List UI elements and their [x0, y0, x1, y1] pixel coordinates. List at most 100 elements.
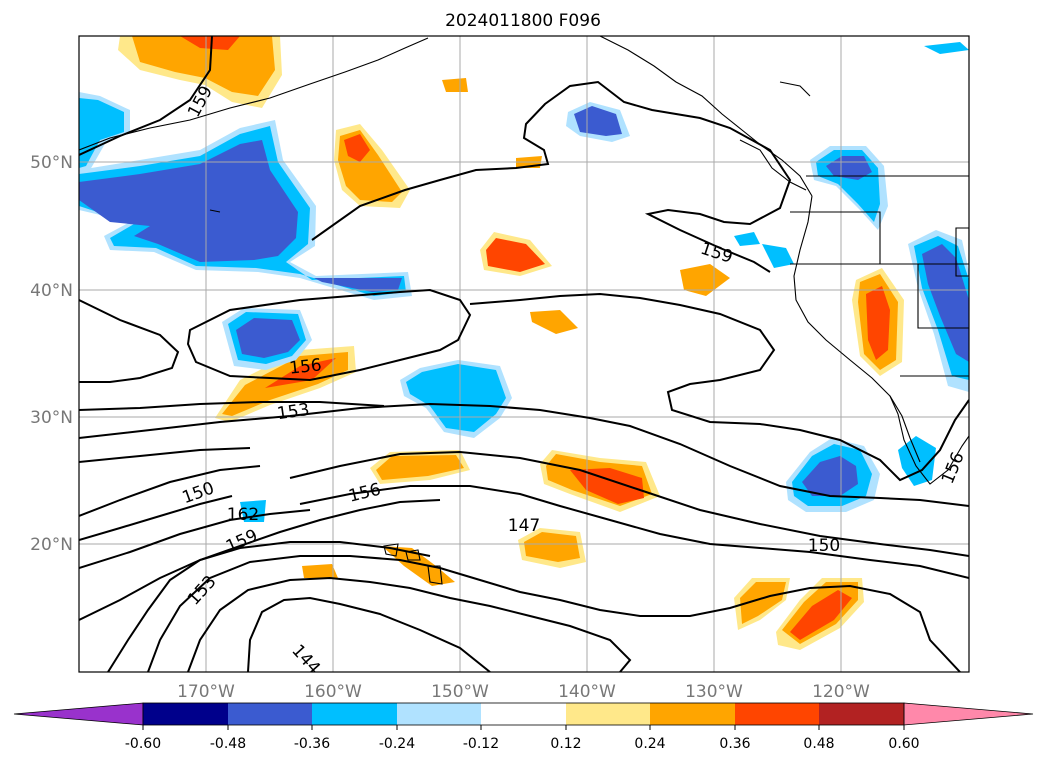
shade-positive-mid-a-core	[376, 455, 464, 480]
height-contours	[79, 36, 969, 672]
coastline-hawaii-2	[405, 549, 421, 561]
contour-153-south	[107, 541, 431, 672]
border-state-d	[955, 227, 969, 277]
colorbar-segment	[481, 703, 566, 725]
shade-positive-coast-max	[866, 286, 890, 360]
contour-147-south	[187, 576, 632, 672]
contour-156-b	[79, 299, 385, 411]
shade-positive-small-2	[680, 264, 730, 296]
colorbar-segment	[312, 703, 397, 725]
shade-positive-small-1	[530, 310, 578, 334]
shade-negative-se-blue	[802, 456, 858, 496]
lon-label: 130°W	[685, 682, 743, 702]
colorbar-tick-label: 0.36	[719, 736, 750, 752]
lon-label: 150°W	[431, 682, 489, 702]
shade-negative-broad-blue	[79, 140, 298, 262]
contour-159-south	[79, 509, 311, 569]
contour-144	[247, 596, 491, 672]
colorbar-segment	[397, 703, 481, 725]
coastline-baja	[889, 395, 969, 485]
contour-label: 147	[508, 516, 540, 536]
colorbar-ticks	[142, 725, 905, 730]
colorbar-segment	[735, 703, 819, 725]
colorbar-tick-label: -0.36	[294, 736, 330, 752]
coastlines	[79, 36, 969, 585]
lat-label: 50°N	[30, 153, 73, 173]
colorbar-segment	[650, 703, 735, 725]
shade-positive-small-5	[442, 78, 468, 92]
contour-162	[79, 495, 233, 541]
contour-159-mid	[311, 80, 792, 273]
contour-150	[79, 447, 969, 557]
map-title: 2024011800 F096	[445, 11, 601, 31]
lat-label: 20°N	[30, 535, 73, 555]
longitude-labels: 170°W 160°W 150°W 140°W 130°W 120°W	[177, 682, 870, 702]
shade-positive-mid-b-max	[570, 468, 644, 504]
shade-negative-broad-blue-b	[314, 278, 402, 292]
shade-negative-mid-blue	[236, 318, 300, 358]
colorbar-tick-label: 0.48	[803, 736, 834, 752]
shade-positive-central-core	[486, 238, 545, 272]
contour-156-c	[469, 292, 969, 482]
coastline-alaska-south	[599, 36, 813, 197]
coastline-bc-islands	[739, 139, 807, 191]
colorbar-tick-label: 0.24	[634, 736, 665, 752]
contour-labels: 159 159 156 153 150 162 156 159 153 147 …	[180, 83, 969, 672]
shade-positive-se-b-max	[790, 590, 852, 640]
shade-positive-gulf-max	[344, 134, 370, 162]
contour-label: 156	[288, 355, 322, 378]
shade-positive-sw-max	[265, 358, 336, 388]
colorbar-tick-label: -0.12	[463, 736, 499, 752]
shade-negative-small-3	[924, 42, 969, 54]
shade-positive-small-4	[382, 546, 455, 586]
graticule	[79, 36, 969, 672]
contour-159-north	[79, 36, 213, 156]
colorbar-segment	[228, 703, 312, 725]
contour-153	[79, 402, 969, 507]
shade-positive-small-3	[302, 564, 338, 578]
latitude-labels: 50°N 40°N 30°N 20°N	[30, 153, 73, 555]
lat-label: 40°N	[30, 281, 73, 301]
colorbar-extend-low	[13, 702, 144, 726]
map-area: 159 159 156 153 150 162 156 159 153 147 …	[79, 36, 969, 672]
colorbar: -0.60 -0.48 -0.36 -0.24 -0.12 0.12 0.24 …	[13, 702, 1034, 752]
contour-label: 162	[227, 505, 259, 525]
shade-negative-small-1	[734, 232, 760, 246]
coastline-us-west	[793, 195, 921, 463]
border-state-b	[917, 264, 969, 329]
positive-anomaly-shading	[118, 36, 904, 650]
contour-label: 150	[808, 536, 840, 556]
contour-label: 153	[276, 400, 311, 424]
contour-156-south	[79, 499, 441, 621]
lon-label: 160°W	[304, 682, 362, 702]
shade-positive-north-pacific-max	[180, 36, 240, 50]
lon-label: 120°W	[812, 682, 870, 702]
negative-anomaly-shading	[79, 42, 969, 522]
shade-positive-north-pacific-core	[132, 36, 275, 96]
contour-150-south	[147, 555, 961, 672]
colorbar-tick-label: -0.60	[125, 736, 161, 752]
colorbar-outline	[142, 702, 905, 726]
colorbar-segment	[566, 703, 650, 725]
map-frame	[78, 35, 970, 673]
lon-label: 170°W	[177, 682, 235, 702]
shade-negative-east-blue	[922, 244, 969, 362]
colorbar-segment	[819, 703, 904, 725]
contour-147	[79, 465, 969, 579]
shade-negative-small-2	[762, 244, 794, 268]
coastline-hawaii-3	[427, 565, 443, 585]
shade-negative-center-core	[406, 364, 506, 432]
lon-label: 140°W	[558, 682, 616, 702]
colorbar-tick-label: -0.24	[379, 736, 415, 752]
colorbar-segment	[143, 703, 228, 725]
shade-negative-ne-core	[574, 106, 622, 136]
colorbar-extend-high	[903, 702, 1034, 726]
coastline-alaska-aleutians	[79, 37, 429, 151]
coastline-island-2	[779, 81, 811, 97]
lat-label: 30°N	[30, 408, 73, 428]
colorbar-tick-label: 0.60	[888, 736, 919, 752]
colorbar-tick-label: -0.48	[210, 736, 246, 752]
coastline-island-1	[209, 209, 221, 213]
shade-positive-se-a-core	[740, 582, 786, 624]
